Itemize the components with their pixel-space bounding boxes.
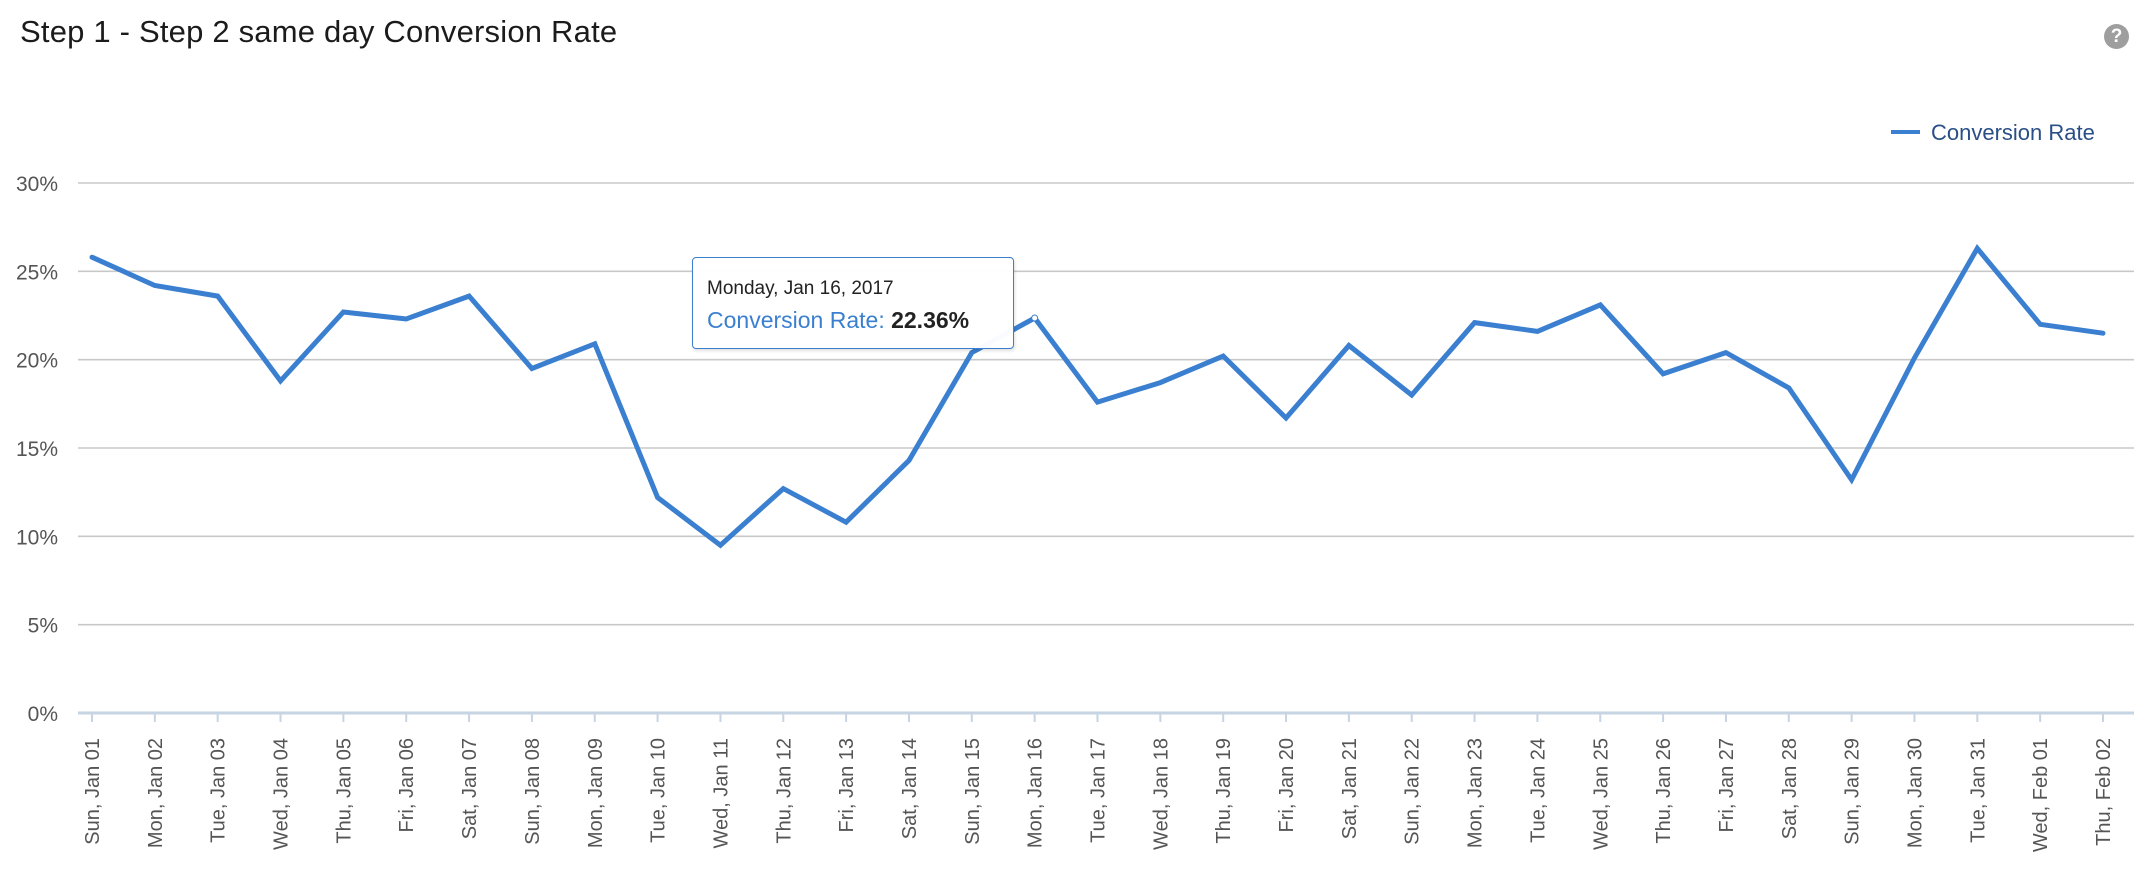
- y-tick-label: 15%: [16, 438, 58, 461]
- data-point[interactable]: [1405, 388, 1419, 402]
- tooltip: Monday, Jan 16, 2017 Conversion Rate: 22…: [692, 257, 1014, 349]
- data-point[interactable]: [1153, 376, 1167, 390]
- x-tick-label: Wed, Jan 25: [1590, 738, 1612, 850]
- tooltip-date: Monday, Jan 16, 2017: [707, 278, 894, 299]
- y-tick-label: 0%: [28, 703, 58, 726]
- x-tick-label: Thu, Feb 02: [2093, 738, 2115, 846]
- series-layer: [85, 241, 2110, 552]
- data-point[interactable]: [85, 250, 99, 264]
- legend[interactable]: Conversion Rate: [1891, 120, 2095, 145]
- tooltip-separator: :: [878, 307, 885, 333]
- y-tick-label: 10%: [16, 526, 58, 549]
- data-point[interactable]: [1593, 298, 1607, 312]
- data-point[interactable]: [1279, 411, 1293, 425]
- data-point[interactable]: [839, 515, 853, 529]
- data-point[interactable]: [776, 482, 790, 496]
- x-tick-label: Sun, Jan 29: [1842, 738, 1864, 845]
- x-tick-label: Wed, Jan 18: [1150, 738, 1172, 850]
- x-tick-label: Tue, Jan 17: [1088, 738, 1110, 843]
- x-tick-label: Thu, Jan 12: [773, 738, 795, 844]
- x-axis: Sun, Jan 01 Mon, Jan 02 Tue, Jan 03 Wed, Ja…: [78, 711, 2134, 852]
- x-tick-label: Sun, Jan 22: [1402, 738, 1424, 845]
- x-tick-label: Tue, Jan 31: [1967, 738, 1989, 843]
- x-tick-label: Wed, Jan 11: [710, 738, 732, 848]
- data-point[interactable]: [902, 453, 916, 467]
- y-tick-label: 25%: [16, 261, 58, 284]
- data-point[interactable]: [1845, 473, 1859, 487]
- y-tick-label: 5%: [28, 615, 58, 638]
- x-tick-label: Sat, Jan 14: [899, 738, 921, 839]
- x-tick-label: Fri, Jan 06: [396, 738, 418, 832]
- data-point[interactable]: [211, 289, 225, 303]
- hover-point[interactable]: [1031, 314, 1039, 322]
- data-point[interactable]: [1970, 241, 1984, 255]
- x-tick-label: Thu, Jan 05: [333, 738, 355, 844]
- data-point[interactable]: [651, 490, 665, 504]
- data-point[interactable]: [525, 362, 539, 376]
- x-tick-label: Mon, Jan 09: [585, 738, 607, 848]
- x-tick-label: Wed, Feb 01: [2030, 738, 2052, 852]
- x-tick-label: Sat, Jan 07: [459, 738, 481, 839]
- x-tick-label: Fri, Jan 27: [1716, 738, 1738, 832]
- tooltip-series-name: Conversion Rate: [707, 307, 879, 333]
- x-tick-label: Mon, Jan 02: [145, 738, 167, 848]
- x-tick-label: Fri, Jan 13: [836, 738, 858, 832]
- data-point[interactable]: [462, 289, 476, 303]
- x-tick-label: Sun, Jan 15: [962, 738, 984, 845]
- y-tick-label: 20%: [16, 350, 58, 373]
- chart-title: Step 1 - Step 2 same day Conversion Rate: [20, 14, 618, 49]
- data-point[interactable]: [1091, 395, 1105, 409]
- x-tick-label: Tue, Jan 03: [208, 738, 230, 843]
- data-point[interactable]: [713, 538, 727, 552]
- x-tick-label: Sun, Jan 08: [522, 738, 544, 845]
- data-point[interactable]: [1342, 339, 1356, 353]
- tooltip-value-line: Conversion Rate: 22.36%: [707, 307, 1013, 334]
- data-point[interactable]: [2096, 326, 2110, 340]
- tooltip-value: 22.36%: [891, 307, 970, 333]
- x-tick-label: Mon, Jan 23: [1465, 738, 1487, 848]
- data-point[interactable]: [1530, 324, 1544, 338]
- data-point[interactable]: [336, 305, 350, 319]
- x-tick-label: Sun, Jan 01: [82, 738, 104, 845]
- series-line-conversion-rate[interactable]: [89, 244, 2106, 549]
- x-tick-label: Sat, Jan 28: [1779, 738, 1801, 839]
- x-tick-label: Thu, Jan 26: [1653, 738, 1675, 844]
- data-point[interactable]: [1782, 381, 1796, 395]
- y-tick-label: 30%: [16, 173, 58, 196]
- data-point[interactable]: [2033, 317, 2047, 331]
- x-tick-label: Wed, Jan 04: [271, 738, 293, 850]
- data-point[interactable]: [1719, 346, 1733, 360]
- data-point[interactable]: [1216, 349, 1230, 363]
- data-point[interactable]: [1907, 351, 1921, 365]
- help-icon[interactable]: ?: [2104, 24, 2129, 49]
- grid-lines: [78, 182, 2134, 626]
- data-point[interactable]: [588, 337, 602, 351]
- data-point[interactable]: [399, 312, 413, 326]
- data-point[interactable]: [1656, 367, 1670, 381]
- x-tick-label: Mon, Jan 30: [1904, 738, 1926, 848]
- x-tick-label: Fri, Jan 20: [1276, 738, 1298, 832]
- x-tick-label: Tue, Jan 10: [648, 738, 670, 843]
- x-tick-label: Tue, Jan 24: [1527, 738, 1549, 843]
- x-tick-label: Sat, Jan 21: [1339, 738, 1361, 839]
- data-point[interactable]: [1468, 316, 1482, 330]
- x-tick-label: Mon, Jan 16: [1025, 738, 1047, 848]
- x-tick-label: Thu, Jan 19: [1213, 738, 1235, 844]
- y-axis: 0% 5% 10% 15% 20% 25% 30%: [16, 173, 58, 726]
- legend-label-conversion-rate: Conversion Rate: [1931, 120, 2095, 145]
- data-point[interactable]: [274, 374, 288, 388]
- data-point[interactable]: [148, 278, 162, 292]
